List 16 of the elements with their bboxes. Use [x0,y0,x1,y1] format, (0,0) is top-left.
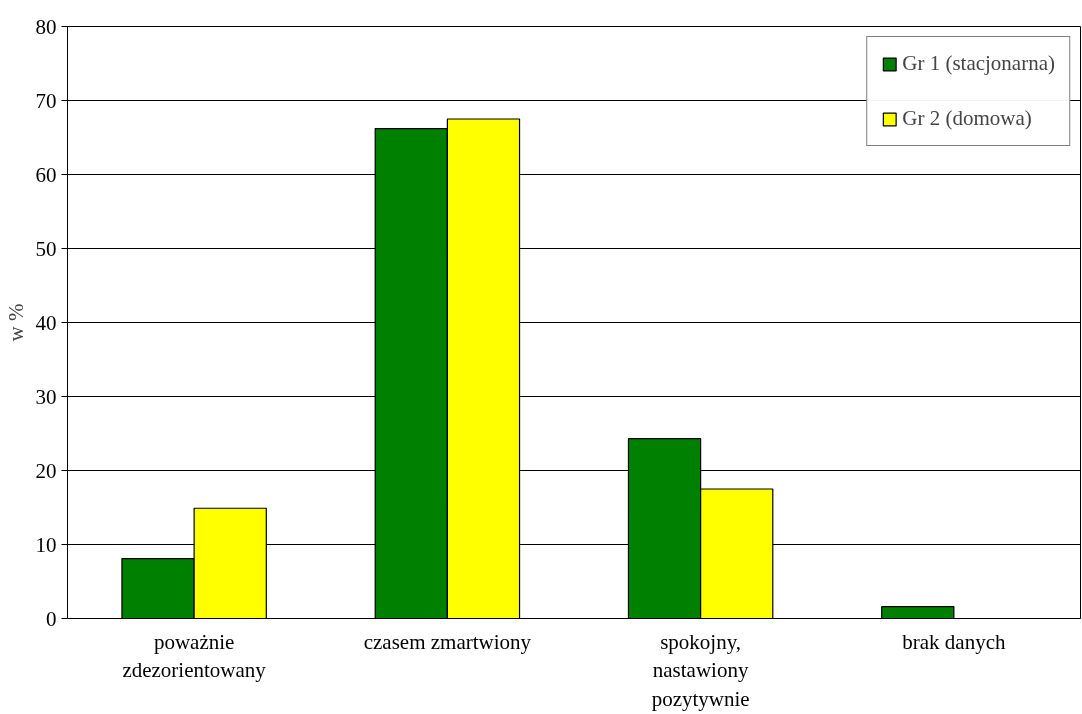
legend-label: Gr 1 (stacjonarna) [902,51,1055,76]
legend-label: Gr 2 (domowa) [902,106,1032,131]
y-tick-label: 40 [35,310,57,335]
y-tick-label: 0 [46,606,57,631]
y-axis-title: w % [3,303,28,342]
x-tick-label: spokojny, nastawiony pozytywnie [651,629,750,712]
y-tick-label: 80 [35,14,57,39]
y-tick-label: 50 [35,236,57,261]
y-tick-label: 30 [35,384,57,409]
x-tick-label: brak danych [902,629,1006,654]
x-tick-label: czasem zmartwiony [363,629,532,654]
y-tick-label: 10 [35,532,57,557]
y-tick-label: 20 [35,458,57,483]
x-tick-label: poważnie zdezorientowany [122,629,267,683]
y-tick-label: 60 [35,162,57,187]
y-tick-label: 70 [35,88,57,113]
